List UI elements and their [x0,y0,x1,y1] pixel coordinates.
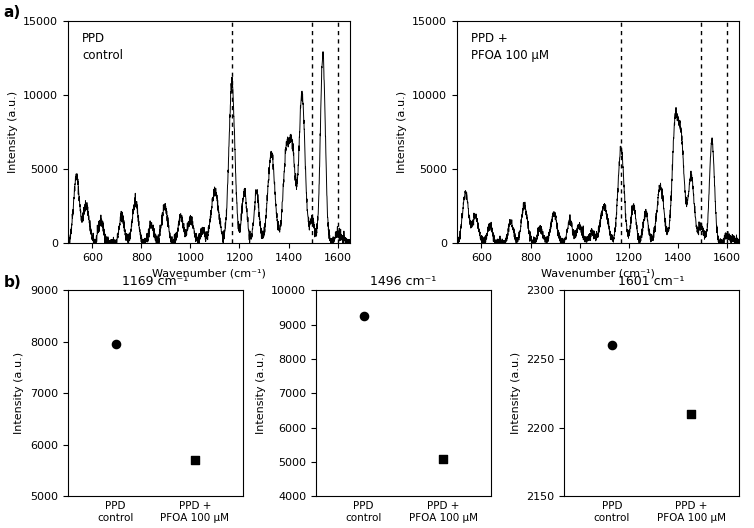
Point [685,410,697,418]
Title: 1496 cm⁻¹: 1496 cm⁻¹ [370,275,437,288]
Text: PPD
control: PPD control [82,32,123,62]
Point [357,312,369,320]
Point [437,454,449,463]
Title: 1601 cm⁻¹: 1601 cm⁻¹ [618,275,685,288]
Y-axis label: Intensity (a.u.): Intensity (a.u.) [14,352,24,435]
Text: b): b) [4,275,22,289]
Text: PPD +
PFOA 100 μM: PPD + PFOA 100 μM [471,32,549,62]
Title: 1169 cm⁻¹: 1169 cm⁻¹ [122,275,188,288]
X-axis label: Wavenumber (cm⁻¹): Wavenumber (cm⁻¹) [152,268,265,278]
Text: a): a) [4,5,21,20]
Y-axis label: Intensity (a.u.): Intensity (a.u.) [256,352,265,435]
Y-axis label: Intensity (a.u.): Intensity (a.u.) [510,352,521,435]
Y-axis label: Intensity (a.u.): Intensity (a.u.) [397,91,406,173]
Y-axis label: Intensity (a.u.): Intensity (a.u.) [8,91,17,173]
Point [189,456,201,465]
Point [605,341,618,350]
X-axis label: Wavenumber (cm⁻¹): Wavenumber (cm⁻¹) [541,268,655,278]
Point [109,340,121,348]
